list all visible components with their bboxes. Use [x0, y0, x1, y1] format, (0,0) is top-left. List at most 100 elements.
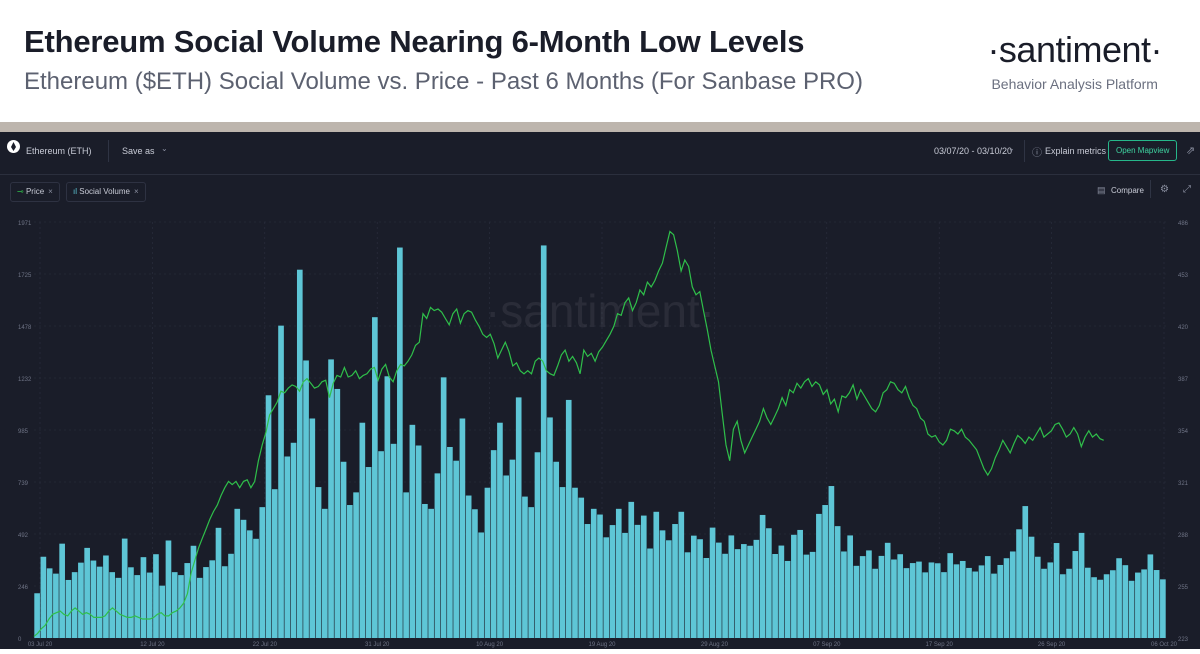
volume-bar [741, 544, 747, 638]
volume-bar [509, 459, 516, 638]
page-subtitle: Ethereum ($ETH) Social Volume vs. Price … [24, 68, 863, 95]
volume-bar [615, 508, 622, 638]
volume-bar [709, 527, 716, 638]
volume-bar [1153, 570, 1160, 638]
divider [1024, 140, 1025, 162]
volume-bar [891, 559, 897, 638]
volume-bar [553, 461, 560, 638]
metric-chip-price[interactable]: ⊸ Price × [10, 182, 60, 202]
social-volume-bars [34, 245, 1166, 638]
chevron-down-icon[interactable]: ⌄ [1008, 144, 1015, 153]
volume-bar [221, 566, 228, 638]
y-tick-label-left: 246 [18, 585, 29, 591]
compare-button[interactable]: Compare [1111, 186, 1144, 195]
volume-bar [478, 532, 484, 638]
asset-selector[interactable]: Ethereum (ETH) [26, 146, 92, 156]
page-title: Ethereum Social Volume Nearing 6-Month L… [24, 24, 805, 59]
info-icon[interactable]: ⓘ [1032, 148, 1042, 159]
close-icon[interactable]: × [133, 187, 139, 196]
volume-bar [40, 556, 47, 638]
volume-bar [697, 539, 703, 638]
volume-bar [296, 269, 303, 638]
volume-bar [397, 247, 403, 638]
volume-bar [415, 445, 422, 638]
volume-bar [934, 563, 941, 638]
volume-bar [634, 524, 641, 638]
volume-bar [171, 572, 178, 638]
volume-bar [290, 442, 297, 638]
volume-bar [515, 397, 522, 638]
share-icon[interactable]: ⇗ [1186, 145, 1196, 157]
y-tick-label-left: 1971 [18, 221, 32, 227]
volume-bar [1078, 532, 1085, 638]
volume-bar [390, 443, 397, 638]
volume-bar [1034, 556, 1041, 638]
volume-bar [1135, 572, 1141, 638]
y-tick-label-right: 223 [1178, 637, 1189, 643]
volume-bar [659, 530, 666, 638]
y-axis-left: 1971 1725 1478 1232 985 739 492 246 0 [18, 221, 32, 643]
volume-bar [353, 492, 359, 638]
volume-bar [1053, 543, 1060, 638]
volume-bar [916, 561, 922, 638]
volume-bar [96, 566, 103, 638]
volume-bar [347, 505, 353, 638]
volume-bar [784, 560, 791, 638]
volume-bar [134, 575, 141, 638]
y-tick-label-right: 420 [1178, 325, 1189, 331]
volume-bar [34, 593, 40, 638]
x-tick-label: 19 Aug 20 [588, 642, 616, 648]
chevron-down-icon[interactable]: ⌄ [161, 144, 168, 153]
volume-bar [959, 560, 966, 638]
volume-bar [872, 568, 879, 638]
metric-chip-label: Price [25, 187, 45, 196]
divider [108, 140, 109, 162]
volume-bar [628, 501, 635, 638]
volume-bar [809, 551, 816, 638]
volume-bar [278, 325, 284, 638]
volume-bar [1122, 565, 1129, 638]
explain-metrics-button[interactable]: Explain metrics [1045, 146, 1107, 156]
volume-bar [984, 556, 991, 638]
date-range-picker[interactable]: 03/07/20 - 03/10/20 [934, 146, 1013, 156]
volume-bar [465, 495, 472, 638]
y-tick-label-right: 387 [1178, 377, 1189, 383]
volume-bar [734, 549, 741, 638]
volume-bar [284, 456, 291, 638]
volume-bar [622, 532, 628, 638]
volume-bar [1091, 577, 1097, 638]
volume-bar [378, 451, 384, 638]
brand-tagline: Behavior Analysis Platform [991, 76, 1158, 92]
volume-bar [497, 422, 503, 638]
bar-chart-icon: ıl [73, 187, 77, 196]
volume-bar [115, 577, 122, 638]
volume-bar [722, 553, 728, 638]
volume-bar [321, 508, 328, 638]
volume-bar [653, 511, 660, 638]
compare-icon: ▤ [1097, 185, 1106, 195]
volume-bar [334, 388, 341, 638]
volume-bar [991, 573, 997, 638]
volume-bar [328, 359, 334, 638]
metric-chip-label: Social Volume [79, 187, 130, 196]
volume-bar [822, 505, 828, 638]
divider [1150, 180, 1151, 198]
volume-bar [128, 567, 134, 638]
volume-bar [503, 475, 510, 638]
volume-bar [90, 560, 97, 638]
volume-bar [365, 467, 372, 638]
save-as-button[interactable]: Save as [122, 146, 155, 156]
volume-bar [140, 557, 147, 638]
volume-bar [847, 535, 853, 638]
x-tick-label: 29 Aug 20 [701, 642, 729, 648]
volume-bar [428, 508, 434, 638]
volume-bar [597, 514, 603, 638]
fullscreen-icon[interactable]: ⤢ [1183, 184, 1191, 195]
metric-chip-social-volume[interactable]: ıl Social Volume × [66, 182, 146, 202]
close-icon[interactable]: × [48, 187, 53, 196]
open-mapview-button[interactable]: Open Mapview [1108, 140, 1178, 161]
settings-icon[interactable]: ⚙ [1160, 184, 1169, 195]
brand-block: ·santiment· Behavior Analysis Platform [987, 30, 1162, 93]
volume-bar [1116, 558, 1122, 638]
volume-bar [309, 418, 316, 638]
